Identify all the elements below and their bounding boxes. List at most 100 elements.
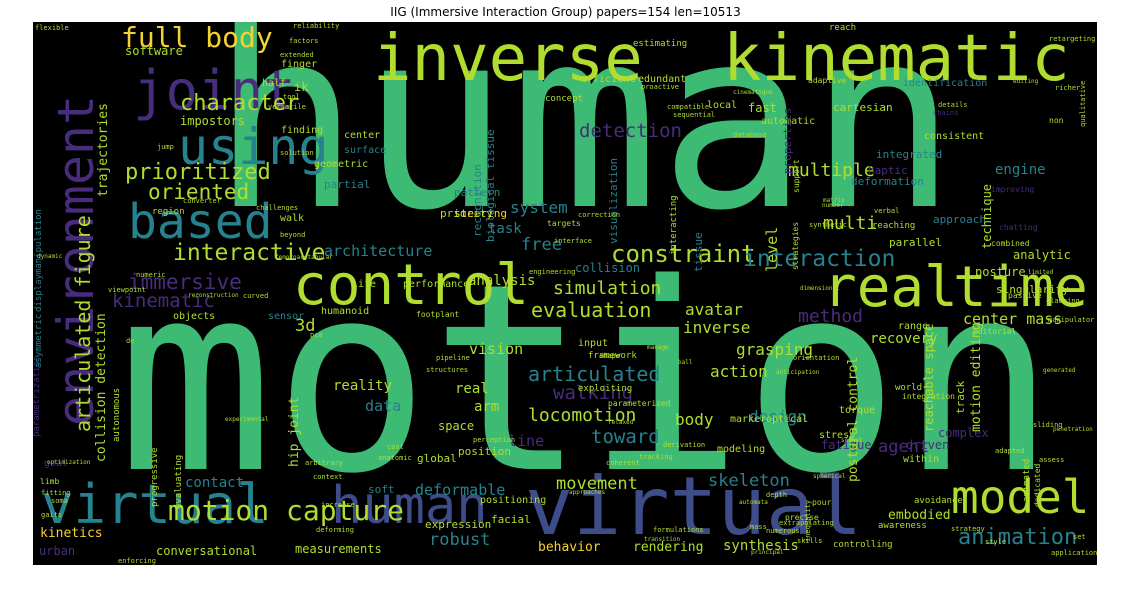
word-sliding: sliding bbox=[1033, 421, 1063, 429]
word-interaction: interaction bbox=[743, 246, 896, 272]
word-system: system bbox=[510, 198, 568, 217]
word-half: half bbox=[262, 78, 287, 89]
word-sequential: sequential bbox=[673, 111, 716, 119]
word-context: context bbox=[313, 473, 343, 481]
word-postural-control: postural control bbox=[846, 356, 861, 482]
word-parallel: parallel bbox=[889, 236, 942, 249]
word-detection: detection bbox=[579, 120, 682, 142]
word-evaluating: evaluating bbox=[174, 454, 184, 509]
word-autonomous: autonomous bbox=[112, 387, 122, 442]
word-transition: transition bbox=[644, 536, 681, 543]
word-using: using bbox=[178, 118, 329, 176]
word-body: body bbox=[675, 410, 714, 429]
word-coherent: coherent bbox=[606, 459, 640, 467]
word-torque: torque bbox=[839, 405, 876, 416]
word-perception: perception bbox=[473, 436, 516, 444]
word-challenges: challenges bbox=[256, 204, 299, 212]
word-solution: solution bbox=[280, 149, 314, 157]
word-steering: steering bbox=[454, 207, 507, 220]
word-automata: automata bbox=[739, 499, 768, 506]
word-behavior: behavior bbox=[538, 540, 601, 555]
word-modeling: modeling bbox=[717, 444, 766, 455]
word-joint: joint bbox=[133, 59, 296, 122]
word-fast: fast bbox=[748, 101, 777, 115]
word-precise: precise bbox=[785, 513, 819, 522]
word-geometric: geometric bbox=[314, 159, 369, 170]
word-human-blue: human bbox=[331, 476, 488, 536]
word-real: real bbox=[823, 255, 958, 320]
word-approaches: approaches bbox=[569, 489, 606, 496]
word-space: space bbox=[438, 419, 475, 433]
word-dynamic: dynamic bbox=[37, 253, 63, 260]
word-soma: soma bbox=[51, 497, 68, 505]
word-progressive: progressive bbox=[150, 447, 160, 507]
word-awareness: awareness bbox=[878, 521, 927, 531]
word-depth: depth bbox=[766, 491, 788, 499]
word-spherical: spherical bbox=[813, 473, 846, 480]
word-gaits: gaits bbox=[41, 511, 63, 519]
word-arbitrary: arbitrary bbox=[305, 459, 343, 467]
word-collision: collision bbox=[575, 261, 641, 275]
word-combined: combined bbox=[991, 239, 1030, 248]
word-kinetics: kinetics bbox=[40, 526, 103, 541]
word-support: support bbox=[792, 159, 801, 193]
word-beyond: beyond bbox=[280, 231, 306, 239]
word-extrapolating: extrapolating bbox=[779, 519, 834, 527]
word-surface: surface bbox=[344, 145, 387, 156]
word-optical: optical bbox=[766, 414, 809, 425]
word-avatar: avatar bbox=[685, 300, 743, 319]
word-sensor: sensor bbox=[268, 311, 305, 322]
word-synthesis: synthesis bbox=[723, 538, 799, 554]
word-manipulator: manipulator bbox=[1048, 316, 1095, 324]
word-movement: movement bbox=[556, 474, 638, 494]
word-animated: animated bbox=[1022, 458, 1032, 502]
word-articulated-figure: articulated figure bbox=[71, 215, 95, 432]
word-global: global bbox=[417, 452, 457, 465]
word-structures: structures bbox=[426, 366, 469, 374]
word-penetration: penetration bbox=[1053, 426, 1093, 433]
word-exploiting: exploiting bbox=[578, 384, 633, 394]
word-inverse-small: inverse bbox=[683, 318, 751, 337]
word-anatomic: anatomic bbox=[378, 454, 412, 462]
word-asymmetric: asymmetric bbox=[34, 313, 44, 368]
word-dedicated: dedicated bbox=[1033, 463, 1042, 507]
word-adapted: adapted bbox=[995, 447, 1025, 455]
word-de: de bbox=[126, 337, 135, 345]
word-mass: mass bbox=[750, 523, 767, 531]
word-integration: integration bbox=[902, 392, 955, 401]
word-ik: ik bbox=[294, 80, 309, 94]
word-analytic: analytic bbox=[1013, 248, 1071, 262]
word-relaxed: relaxed bbox=[608, 419, 634, 426]
word-driven: driven bbox=[906, 438, 950, 452]
word-robust: robust bbox=[429, 530, 491, 550]
word-targets: targets bbox=[547, 219, 581, 228]
word-database: database bbox=[733, 131, 767, 139]
word-position: position bbox=[458, 445, 511, 458]
word-engine: engine bbox=[995, 162, 1046, 178]
word-recovery: recovery bbox=[870, 331, 938, 347]
word-assess: assess bbox=[1039, 456, 1065, 464]
word-fatigue: fatigue bbox=[821, 438, 872, 452]
word-partial: partial bbox=[324, 178, 371, 191]
word-strategy: strategy bbox=[951, 525, 985, 533]
word-line: line bbox=[508, 432, 545, 450]
word-numeric: numeric bbox=[136, 271, 166, 279]
word-reconstruction: reconstruction bbox=[188, 292, 239, 299]
word-reaching: reaching bbox=[872, 221, 916, 231]
word-control: control bbox=[293, 253, 530, 318]
word-embodied: embodied bbox=[888, 508, 951, 523]
word-motion: motion bbox=[117, 229, 1057, 531]
word-skeleton: skeleton bbox=[708, 471, 790, 491]
word-biological-tissue: biological tissue bbox=[484, 129, 497, 242]
word-deformation: deformation bbox=[851, 175, 924, 188]
word-deformable: deformable bbox=[415, 481, 506, 499]
word-stress: stress bbox=[819, 430, 856, 441]
word-orientation: orientation bbox=[793, 354, 840, 362]
word-time: time bbox=[953, 255, 1088, 320]
word-versatile: versatile bbox=[268, 103, 306, 111]
word-track: track bbox=[954, 380, 967, 414]
word-prioritized: prioritized bbox=[125, 160, 271, 185]
word-goal: goal bbox=[44, 458, 69, 469]
word-analysis: analysis bbox=[468, 273, 536, 289]
word-inverse: inverse bbox=[373, 22, 643, 96]
